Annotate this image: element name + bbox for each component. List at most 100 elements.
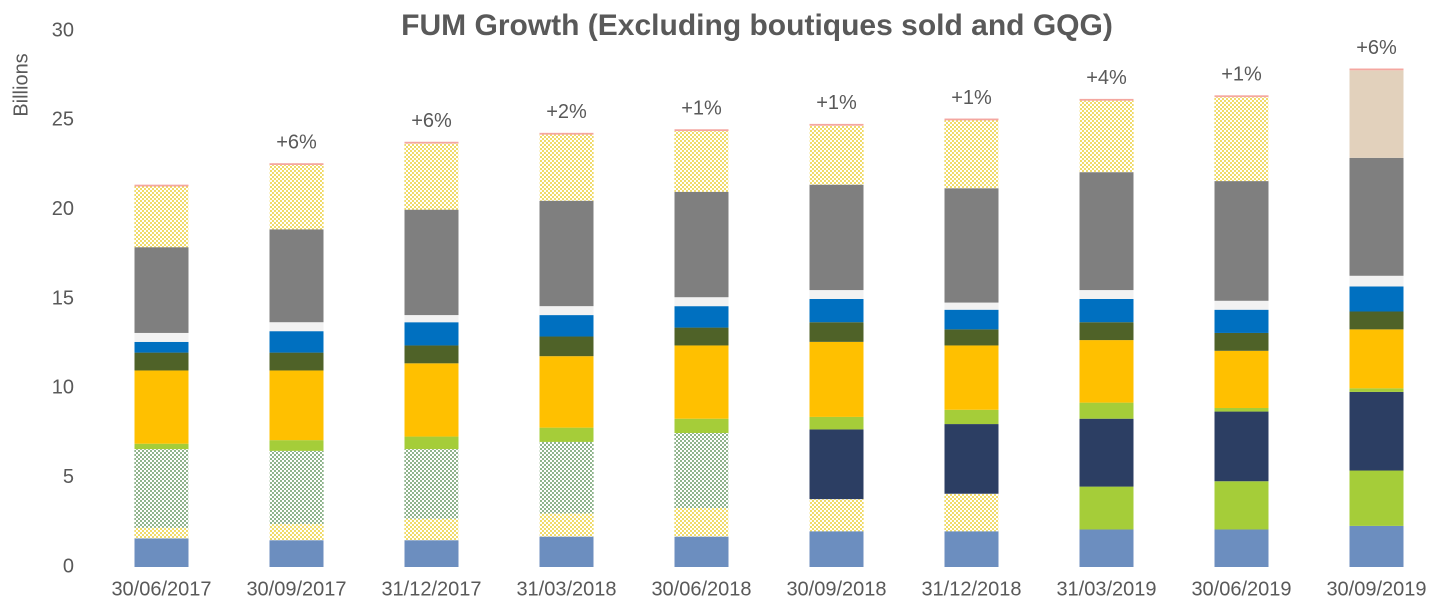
bar-annotation: +1%	[1221, 64, 1262, 86]
bar-segment	[1214, 300, 1269, 310]
bar-segment	[404, 518, 459, 541]
bar-segment	[134, 538, 189, 567]
bar-segment	[809, 299, 864, 323]
bar-segment	[1079, 486, 1134, 530]
bar-segment	[809, 341, 864, 417]
bar-segment	[1214, 332, 1269, 351]
bar-segment	[674, 327, 729, 346]
bar-segment	[134, 184, 189, 187]
bar-annotation: +2%	[546, 101, 587, 123]
bar-segment	[539, 315, 594, 337]
bar-segment	[539, 513, 594, 537]
bar-segment	[674, 297, 729, 307]
bar-segment	[1349, 286, 1404, 312]
chart-title: FUM Growth (Excluding boutiques sold and…	[401, 9, 1113, 42]
bar-segment	[1349, 329, 1404, 389]
x-tick-label: 31/12/2017	[381, 578, 481, 600]
bar-segment	[1214, 350, 1269, 408]
bar-annotation: +1%	[816, 92, 857, 114]
bar-annotation: +6%	[411, 110, 452, 132]
bar-segment	[539, 427, 594, 442]
bar-segment	[809, 531, 864, 567]
y-tick-label: 25	[52, 109, 74, 131]
bar-segment	[674, 129, 729, 132]
bar-segment	[1079, 290, 1134, 299]
bar-segment	[1079, 299, 1134, 323]
bar-segment	[1214, 407, 1269, 412]
bar-segment	[944, 424, 999, 494]
bar-segment	[1079, 98, 1134, 101]
y-tick-label: 5	[63, 466, 74, 488]
bar-segment	[1214, 97, 1269, 182]
bar-segment	[539, 200, 594, 307]
bar-segment	[269, 165, 324, 230]
bar-segment	[269, 370, 324, 441]
bar-segment	[674, 508, 729, 537]
bar-segment	[539, 132, 594, 135]
bar-segment	[134, 449, 189, 528]
bar-segment	[809, 125, 864, 185]
bar-segment	[1349, 275, 1404, 287]
bar-segment	[404, 322, 459, 346]
bar-segment	[1349, 470, 1404, 526]
bar-segment	[809, 429, 864, 500]
bar-segment	[404, 345, 459, 364]
bar-segment	[809, 322, 864, 342]
bar-segment	[404, 436, 459, 450]
x-tick-label: 31/03/2019	[1056, 578, 1156, 600]
bar-segment	[269, 322, 324, 332]
x-tick-label: 31/12/2018	[921, 578, 1021, 600]
x-tick-label: 30/09/2019	[1326, 578, 1426, 600]
bar-segment	[404, 363, 459, 437]
y-tick-label: 10	[52, 377, 74, 399]
bar-segment	[1214, 181, 1269, 301]
bar-segment	[1214, 95, 1269, 98]
bar-segment	[539, 336, 594, 357]
bar-segment	[404, 449, 459, 519]
bar-segment	[539, 306, 594, 316]
bar-segment	[944, 531, 999, 567]
bar-segment	[1079, 418, 1134, 487]
bar-segment	[1214, 529, 1269, 567]
x-tick-label: 30/09/2018	[786, 578, 886, 600]
bar-segment	[674, 131, 729, 192]
x-tick-label: 30/06/2018	[651, 578, 751, 600]
bar-segment	[1079, 172, 1134, 291]
bar-segment	[944, 493, 999, 532]
bar-annotation: +4%	[1086, 67, 1127, 89]
bar-segment	[134, 341, 189, 353]
bar-segment	[944, 120, 999, 189]
bar-segment	[134, 370, 189, 444]
bar-segment	[134, 527, 189, 539]
x-tick-label: 30/06/2019	[1191, 578, 1291, 600]
x-tick-label: 30/09/2017	[246, 578, 346, 600]
bar-segment	[944, 302, 999, 310]
bar-segment	[269, 440, 324, 451]
y-tick-label: 15	[52, 287, 74, 309]
bar-segment	[674, 433, 729, 509]
bar-segment	[404, 540, 459, 567]
bar-segment	[269, 540, 324, 567]
bar-segment	[944, 188, 999, 303]
bar-segment	[134, 247, 189, 333]
bar-segment	[809, 416, 864, 430]
bar-segment	[674, 191, 729, 298]
bar-segment	[944, 329, 999, 346]
bar-annotation: +1%	[681, 98, 722, 120]
bar-segment	[674, 345, 729, 419]
bar-segment	[269, 331, 324, 353]
bar-segment	[1349, 157, 1404, 276]
bar-segment	[1079, 100, 1134, 173]
bar-segment	[944, 309, 999, 330]
bar-annotation: +6%	[276, 131, 317, 153]
bar-segment	[404, 315, 459, 323]
bar-segment	[1214, 411, 1269, 482]
y-tick-label: 20	[52, 198, 74, 220]
bar-segment	[1349, 388, 1404, 392]
bar-segment	[404, 209, 459, 316]
bar-segment	[809, 290, 864, 299]
bar-segment	[269, 163, 324, 165]
bar-segment	[404, 141, 459, 144]
